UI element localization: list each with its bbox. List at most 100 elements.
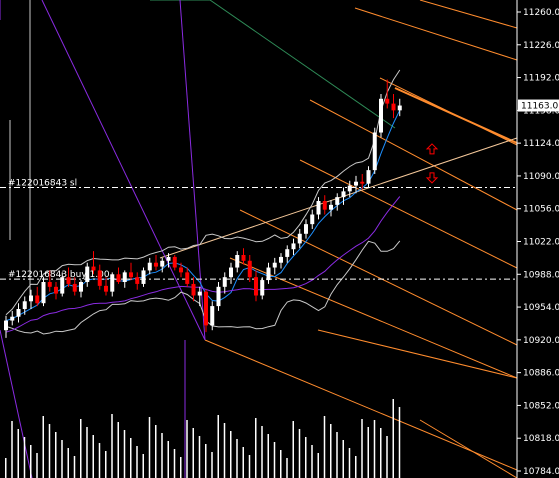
candle-body[interactable]: [341, 191, 346, 198]
candle-body[interactable]: [104, 285, 108, 292]
candle-body[interactable]: [122, 272, 127, 282]
candle-body[interactable]: [347, 185, 352, 192]
candle-body[interactable]: [154, 262, 158, 267]
candle-body[interactable]: [354, 181, 358, 186]
volume-bar: [230, 431, 232, 478]
candle-body[interactable]: [60, 277, 65, 294]
candle-body[interactable]: [297, 233, 302, 244]
candle-body[interactable]: [10, 316, 15, 321]
volume-bar: [261, 426, 263, 478]
volume-bar: [80, 419, 82, 478]
candle-body[interactable]: [329, 204, 333, 210]
candle-body[interactable]: [247, 260, 252, 278]
volume-bar: [292, 421, 294, 478]
candle-body[interactable]: [179, 267, 183, 273]
price-tick-label: 11090.0: [523, 172, 559, 182]
candle-body[interactable]: [266, 267, 271, 281]
price-tick-label: 11226.0: [523, 41, 559, 51]
candle-body[interactable]: [272, 262, 277, 268]
candle-body[interactable]: [210, 306, 215, 326]
volume-bar: [373, 420, 376, 478]
candle-body[interactable]: [285, 249, 290, 257]
candle-body[interactable]: [229, 267, 233, 278]
candle-body[interactable]: [222, 277, 227, 287]
candle-body[interactable]: [335, 197, 340, 205]
candle-body[interactable]: [72, 283, 77, 292]
volume-bar: [248, 455, 251, 478]
volume-bar: [330, 424, 332, 478]
candle-body[interactable]: [254, 277, 258, 296]
candle-body[interactable]: [35, 295, 40, 304]
candle-body[interactable]: [379, 98, 383, 133]
candle-body[interactable]: [260, 280, 265, 296]
candle-body[interactable]: [172, 256, 177, 268]
candle-body[interactable]: [4, 320, 8, 331]
candle-body[interactable]: [66, 277, 71, 284]
candle-body[interactable]: [22, 301, 27, 309]
candle-body[interactable]: [291, 243, 296, 250]
candle-body[interactable]: [110, 274, 115, 292]
candle-body[interactable]: [116, 274, 121, 282]
candle-body[interactable]: [29, 295, 33, 302]
order-label: #122016843 sl: [8, 179, 77, 189]
candle-body[interactable]: [204, 291, 208, 326]
volume-bar: [305, 437, 307, 478]
candle-body[interactable]: [160, 260, 165, 267]
andrews-pitchfork[interactable]: [150, 0, 518, 478]
candle-body[interactable]: [241, 255, 246, 261]
candle-body[interactable]: [360, 181, 365, 184]
volume-bar: [142, 454, 144, 478]
bollinger-bands[interactable]: [5, 69, 401, 335]
candle-body[interactable]: [385, 98, 390, 104]
volume-bar: [161, 433, 163, 478]
volume-bar: [61, 440, 63, 478]
candle-body[interactable]: [54, 286, 58, 294]
price-tick-label: 10988.0: [523, 270, 559, 280]
candle-body[interactable]: [310, 214, 315, 225]
candle-body[interactable]: [397, 105, 402, 111]
candle-body[interactable]: [185, 272, 190, 284]
price-axis[interactable]: 11260.011226.011192.011158.011124.011090…: [516, 0, 559, 478]
candle-body[interactable]: [322, 201, 327, 210]
candle-body[interactable]: [85, 266, 90, 282]
volume-bar: [105, 451, 107, 478]
volume-bar: [42, 416, 44, 478]
candle-body[interactable]: [279, 256, 283, 263]
candle-body[interactable]: [79, 282, 83, 292]
volume-bar: [392, 399, 394, 478]
candle-body[interactable]: [235, 255, 240, 268]
candle-body[interactable]: [391, 103, 396, 111]
volume-bar: [48, 424, 51, 478]
candle-body[interactable]: [197, 291, 202, 296]
volume-bar: [23, 437, 26, 478]
volume-bar: [217, 415, 219, 478]
candle-body[interactable]: [47, 282, 52, 287]
candle-body[interactable]: [141, 270, 146, 284]
candle-body[interactable]: [129, 272, 133, 278]
candle-body[interactable]: [147, 262, 152, 271]
candle-body[interactable]: [166, 256, 171, 261]
volume-bar: [92, 435, 94, 478]
volume-bar: [336, 432, 338, 478]
candle-body[interactable]: [91, 266, 96, 271]
price-tick-label: 10852.0: [523, 401, 559, 411]
candle-body[interactable]: [16, 309, 21, 317]
volume-histogram: [5, 399, 401, 478]
lower-band: [5, 240, 401, 335]
candle-body[interactable]: [191, 283, 196, 296]
candle-body[interactable]: [316, 201, 321, 215]
candle-body[interactable]: [216, 286, 221, 307]
volume-bar: [317, 453, 319, 478]
candle-body[interactable]: [97, 270, 102, 286]
candle-body[interactable]: [304, 224, 308, 234]
candlesticks[interactable]: [4, 79, 402, 338]
candle-body[interactable]: [372, 132, 377, 171]
volume-bar: [267, 434, 269, 478]
candle-body[interactable]: [135, 277, 140, 284]
candle-body[interactable]: [366, 170, 371, 184]
volume-bar: [192, 428, 194, 478]
candle-body[interactable]: [41, 282, 46, 304]
